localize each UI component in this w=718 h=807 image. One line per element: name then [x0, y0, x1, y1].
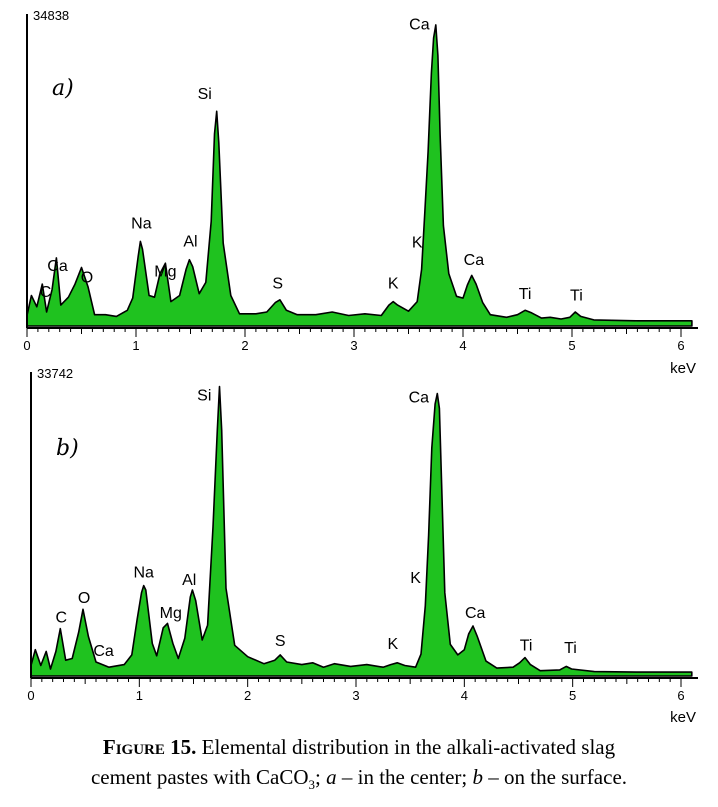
peak-label-a: S: [272, 276, 283, 293]
peak-label-b: Ca: [409, 389, 430, 406]
peak-label-b: Ca: [465, 605, 486, 622]
x-tick-label-b: 6: [677, 688, 684, 703]
x-tick-label-a: 0: [23, 338, 30, 353]
peak-label-a: Al: [183, 234, 197, 251]
x-tick-label-a: 4: [459, 338, 466, 353]
caption-var-b: b: [472, 765, 483, 789]
peak-label-b: Si: [197, 388, 211, 405]
peak-label-b: O: [78, 590, 90, 607]
caption-var-a: a: [326, 765, 337, 789]
peak-label-a: K: [412, 235, 423, 252]
panel-label-b: b): [56, 436, 79, 461]
peak-label-b: Al: [182, 572, 196, 589]
peak-label-a: Ti: [570, 288, 583, 305]
peak-label-a: Ca: [464, 252, 485, 269]
x-tick-label-b: 3: [352, 688, 359, 703]
caption-text-3: ;: [315, 765, 327, 789]
peak-label-a: Si: [198, 86, 212, 103]
peak-label-b: Mg: [160, 605, 182, 622]
spectrum-series-a: [26, 24, 693, 327]
caption-text-2: cement pastes with CaCO: [90, 765, 309, 789]
caption-subscript: 3: [308, 777, 316, 793]
peak-label-b: K: [387, 636, 398, 653]
x-tick-label-b: 0: [27, 688, 34, 703]
peak-label-a: Ca: [47, 258, 68, 275]
peak-label-a: Ca: [409, 16, 430, 33]
x-tick-label-a: 2: [241, 338, 248, 353]
spectrum-series-b: [30, 385, 693, 677]
caption-text-5: – on the surface.: [482, 765, 628, 789]
peak-label-b: Ti: [520, 638, 533, 655]
x-tick-label-b: 1: [136, 688, 143, 703]
peak-label-a: Mg: [154, 263, 176, 280]
y-max-label-a: 34838: [33, 8, 69, 23]
peak-label-a: C: [40, 284, 52, 301]
peak-label-b: S: [275, 633, 286, 650]
x-tick-label-a: 6: [677, 338, 684, 353]
caption-text-1: Elemental distribution in the alkali-act…: [196, 735, 616, 759]
x-tick-label-a: 1: [132, 338, 139, 353]
peak-label-b: C: [56, 610, 68, 627]
y-max-label-b: 33742: [37, 366, 73, 381]
peak-label-a: Na: [131, 215, 152, 232]
spectrum-panel-a: 0 1 2 3 4 5 6 keV 34838 a) C Ca O Na Mg Al Si S K K Ca Ca Ti Ti: [23, 8, 698, 377]
figure-number: Figure 15.: [102, 735, 197, 759]
x-axis-unit-a: keV: [670, 360, 696, 377]
peak-label-a: K: [388, 276, 399, 293]
x-tick-label-b: 2: [244, 688, 251, 703]
caption-text-4: – in the center;: [336, 765, 473, 789]
x-tick-label-a: 3: [350, 338, 357, 353]
peak-label-b: Na: [133, 565, 154, 582]
peak-label-a: O: [81, 269, 93, 286]
figure-caption: Figure 15. Elemental distribution in the…: [0, 732, 718, 800]
peak-label-b: K: [410, 570, 421, 587]
x-tick-label-b: 4: [461, 688, 468, 703]
panel-label-a: a): [52, 76, 74, 101]
peak-label-a: Ti: [519, 286, 532, 303]
x-tick-label-b: 5: [569, 688, 576, 703]
peak-label-b: Ti: [564, 640, 577, 657]
peak-label-b: Ca: [93, 643, 114, 660]
x-tick-label-a: 5: [568, 338, 575, 353]
x-axis-unit-b: keV: [670, 709, 696, 726]
